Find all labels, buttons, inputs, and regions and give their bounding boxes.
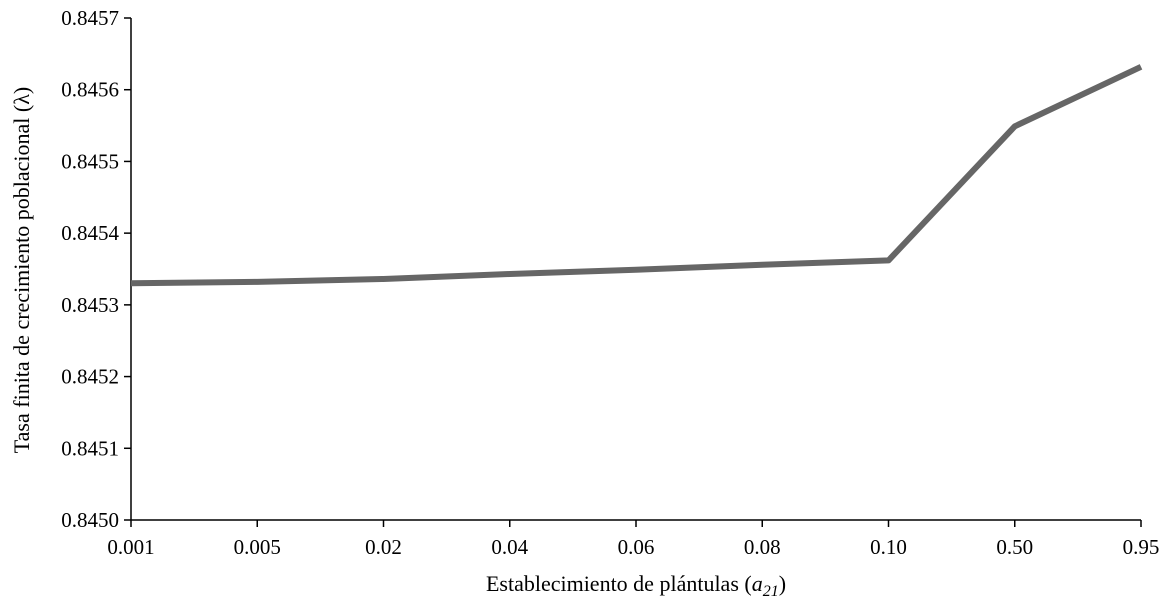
x-axis-title: Establecimiento de plántulas (a21) [486,571,786,600]
x-tick-label: 0.04 [491,535,528,559]
y-tick-label: 0.8457 [61,6,119,30]
y-axis-ticks: 0.8450 0.8451 0.8452 0.8453 0.8454 0.8455 0.84… [61,6,131,532]
series-layer [130,64,1143,287]
x-axis-title-close: ) [779,571,786,596]
x-tick-label: 0.08 [744,535,781,559]
y-tick-label: 0.8452 [61,365,119,389]
x-tick-label: 0.02 [365,535,402,559]
x-tick-label: 0.005 [234,535,281,559]
y-tick-label: 0.8455 [61,149,119,173]
x-tick-label: 0.10 [870,535,907,559]
x-tick-label: 0.001 [107,535,154,559]
x-axis-title-variable: a [752,571,763,596]
x-tick-label: 0.50 [996,535,1033,559]
x-tick-label: 0.95 [1123,535,1160,559]
x-tick-label: 0.06 [618,535,655,559]
x-axis-title-subscript: 21 [763,583,779,600]
x-axis-ticks: 0.001 0.005 0.02 0.04 0.06 0.08 0.10 0.50 0.95 [107,520,1159,559]
y-tick-label: 0.8451 [61,436,119,460]
y-tick-label: 0.8450 [61,508,119,532]
y-tick-label: 0.8453 [61,293,119,317]
y-tick-label: 0.8454 [61,221,119,245]
series-line [130,64,1143,287]
y-axis-title: Tasa finita de crecimiento poblacional (… [9,87,34,453]
x-axis-title-text: Establecimiento de plántulas ( [486,571,752,596]
y-tick-label: 0.8456 [61,78,119,102]
